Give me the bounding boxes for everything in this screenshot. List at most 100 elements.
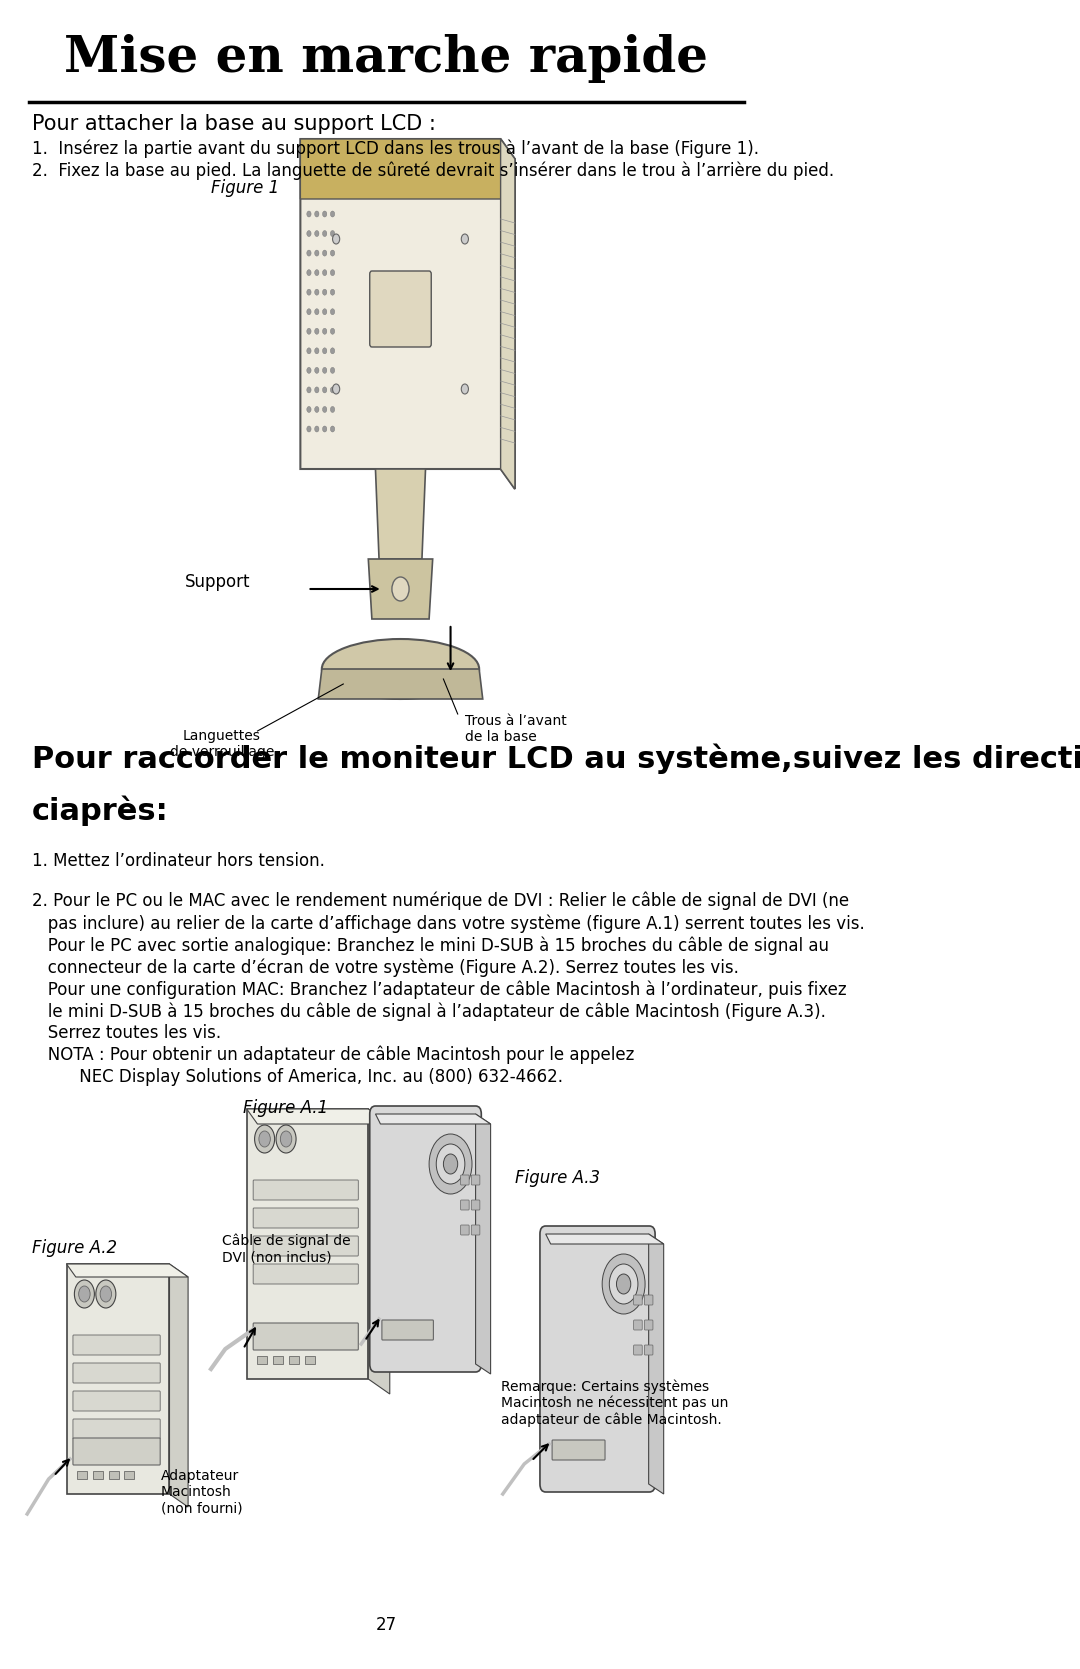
FancyBboxPatch shape: [73, 1419, 160, 1439]
FancyBboxPatch shape: [73, 1439, 160, 1465]
Circle shape: [392, 577, 409, 601]
Text: Figure A.2: Figure A.2: [32, 1238, 118, 1257]
Circle shape: [330, 270, 335, 275]
Polygon shape: [376, 1113, 490, 1123]
Circle shape: [330, 309, 335, 315]
Bar: [289, 1355, 299, 1364]
Circle shape: [96, 1280, 116, 1308]
Text: Pour une configuration MAC: Branchez l’adaptateur de câble Macintosh à l’ordinat: Pour une configuration MAC: Branchez l’a…: [32, 980, 847, 998]
Polygon shape: [545, 1233, 664, 1243]
Circle shape: [307, 426, 311, 432]
Circle shape: [314, 270, 319, 275]
Polygon shape: [501, 139, 515, 489]
Circle shape: [444, 1153, 458, 1173]
Circle shape: [330, 210, 335, 217]
Text: Figure 1: Figure 1: [211, 179, 280, 197]
Text: connecteur de la carte d’écran de votre système (Figure A.2). Serrez toutes les : connecteur de la carte d’écran de votre …: [32, 958, 739, 976]
FancyBboxPatch shape: [369, 1107, 482, 1372]
Text: Câble de signal de
DVI (non inclus): Câble de signal de DVI (non inclus): [221, 1233, 350, 1265]
Circle shape: [307, 347, 311, 354]
Circle shape: [330, 426, 335, 432]
Text: ciaprès:: ciaprès:: [32, 796, 168, 826]
Circle shape: [281, 1132, 292, 1147]
Text: Serrez toutes les vis.: Serrez toutes les vis.: [32, 1025, 221, 1041]
Circle shape: [307, 250, 311, 255]
Circle shape: [314, 426, 319, 432]
FancyBboxPatch shape: [645, 1320, 653, 1330]
Circle shape: [323, 347, 327, 354]
Bar: [109, 1470, 119, 1479]
Text: Figure A.3: Figure A.3: [515, 1168, 600, 1187]
FancyBboxPatch shape: [645, 1295, 653, 1305]
Circle shape: [314, 210, 319, 217]
Circle shape: [259, 1132, 270, 1147]
Circle shape: [79, 1287, 90, 1302]
Circle shape: [255, 1125, 274, 1153]
Circle shape: [314, 309, 319, 315]
Bar: [78, 1470, 87, 1479]
Circle shape: [307, 387, 311, 392]
Bar: [93, 1470, 103, 1479]
Text: le mini D-SUB à 15 broches du câble de signal à l’adaptateur de câble Macintosh : le mini D-SUB à 15 broches du câble de s…: [32, 1001, 826, 1020]
Text: NEC Display Solutions of America, Inc. au (800) 632-4662.: NEC Display Solutions of America, Inc. a…: [32, 1068, 563, 1087]
Polygon shape: [300, 139, 515, 219]
Circle shape: [330, 289, 335, 295]
FancyBboxPatch shape: [471, 1225, 480, 1235]
Circle shape: [436, 1143, 464, 1183]
Polygon shape: [246, 1108, 368, 1379]
Polygon shape: [475, 1113, 490, 1374]
Text: Pour raccorder le moniteur LCD au système,suivez les directives: Pour raccorder le moniteur LCD au systèm…: [32, 744, 1080, 774]
Text: Support: Support: [185, 572, 251, 591]
Polygon shape: [319, 669, 483, 699]
Text: 1. Mettez l’ordinateur hors tension.: 1. Mettez l’ordinateur hors tension.: [32, 851, 325, 870]
Text: 2.  Fixez la base au pied. La languette de sûreté devrait s’insérer dans le trou: 2. Fixez la base au pied. La languette d…: [32, 160, 835, 180]
Circle shape: [323, 230, 327, 237]
Circle shape: [333, 234, 340, 244]
Text: 1.  Insérez la partie avant du support LCD dans les trous à l’avant de la base (: 1. Insérez la partie avant du support LC…: [32, 139, 759, 157]
Circle shape: [323, 210, 327, 217]
Text: 27: 27: [376, 1616, 396, 1634]
Circle shape: [307, 329, 311, 334]
Circle shape: [323, 407, 327, 412]
Text: Trous à l’avant
de la base: Trous à l’avant de la base: [464, 714, 567, 744]
Circle shape: [75, 1280, 94, 1308]
Circle shape: [307, 230, 311, 237]
Circle shape: [330, 329, 335, 334]
Circle shape: [323, 250, 327, 255]
Circle shape: [429, 1133, 472, 1193]
Text: NOTA : Pour obtenir un adaptateur de câble Macintosh pour le appelez: NOTA : Pour obtenir un adaptateur de câb…: [32, 1046, 635, 1065]
Circle shape: [330, 367, 335, 374]
FancyBboxPatch shape: [540, 1227, 656, 1492]
Text: Pour le PC avec sortie analogique: Branchez le mini D-SUB à 15 broches du câble : Pour le PC avec sortie analogique: Branc…: [32, 936, 829, 955]
Polygon shape: [368, 559, 433, 619]
Circle shape: [461, 234, 469, 244]
Polygon shape: [170, 1263, 188, 1507]
Circle shape: [330, 387, 335, 392]
Circle shape: [314, 407, 319, 412]
Polygon shape: [376, 469, 426, 559]
Circle shape: [609, 1263, 638, 1303]
Bar: [257, 1355, 268, 1364]
Circle shape: [323, 270, 327, 275]
Polygon shape: [67, 1263, 188, 1277]
Bar: [124, 1470, 134, 1479]
Circle shape: [314, 387, 319, 392]
Circle shape: [307, 210, 311, 217]
FancyBboxPatch shape: [369, 270, 431, 347]
Circle shape: [307, 270, 311, 275]
FancyBboxPatch shape: [253, 1208, 359, 1228]
Circle shape: [314, 329, 319, 334]
Polygon shape: [368, 1108, 390, 1394]
Circle shape: [603, 1253, 645, 1314]
FancyBboxPatch shape: [73, 1364, 160, 1384]
Text: Mise en marche rapide: Mise en marche rapide: [64, 33, 708, 83]
Bar: [305, 1355, 314, 1364]
Circle shape: [307, 309, 311, 315]
FancyBboxPatch shape: [460, 1200, 469, 1210]
Text: 2. Pour le PC ou le MAC avec le rendement numérique de DVI : Relier le câble de : 2. Pour le PC ou le MAC avec le rendemen…: [32, 891, 849, 911]
Circle shape: [330, 347, 335, 354]
FancyBboxPatch shape: [73, 1390, 160, 1410]
Text: Pour attacher la base au support LCD :: Pour attacher la base au support LCD :: [32, 113, 436, 134]
FancyBboxPatch shape: [471, 1175, 480, 1185]
FancyBboxPatch shape: [471, 1200, 480, 1210]
